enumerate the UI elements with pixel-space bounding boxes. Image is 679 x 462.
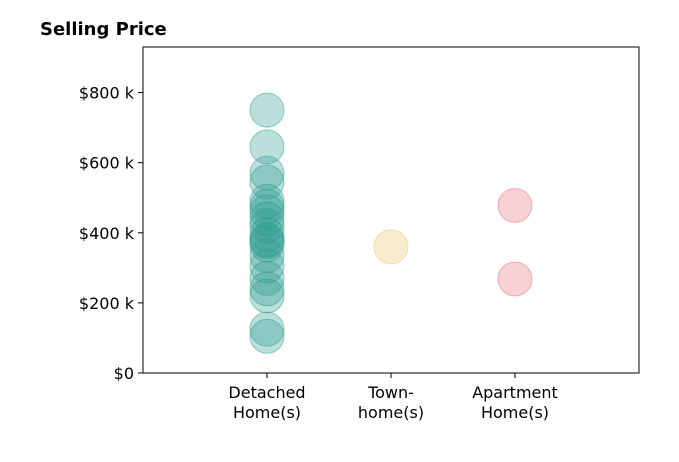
data-point <box>373 229 409 265</box>
y-tick-label: $800 k <box>79 84 135 103</box>
data-point <box>249 164 285 200</box>
data-point <box>249 318 285 354</box>
x-tick-label: Town-home(s) <box>358 383 424 422</box>
data-point <box>249 208 285 244</box>
data-point <box>249 183 285 219</box>
data-point <box>497 261 533 297</box>
data-point <box>249 311 285 347</box>
data-point <box>249 227 285 263</box>
x-tick-label: Apartment Home(s) <box>472 383 558 422</box>
chart-title: Selling Price <box>40 19 167 40</box>
data-point <box>249 217 285 253</box>
data-point <box>249 129 285 165</box>
y-tick-label: $400 k <box>79 224 135 243</box>
y-tick-label: $600 k <box>79 154 135 173</box>
data-point <box>497 187 533 223</box>
y-tick-label: $200 k <box>79 294 135 313</box>
data-point <box>249 271 285 307</box>
plot-area-frame <box>142 46 640 374</box>
data-point <box>249 92 285 128</box>
data-point <box>249 155 285 191</box>
x-tick-label: Detached Home(s) <box>228 383 305 422</box>
data-point <box>249 188 285 224</box>
data-point <box>249 260 285 296</box>
y-tick-label: $0 <box>114 364 134 383</box>
data-point <box>249 278 285 314</box>
